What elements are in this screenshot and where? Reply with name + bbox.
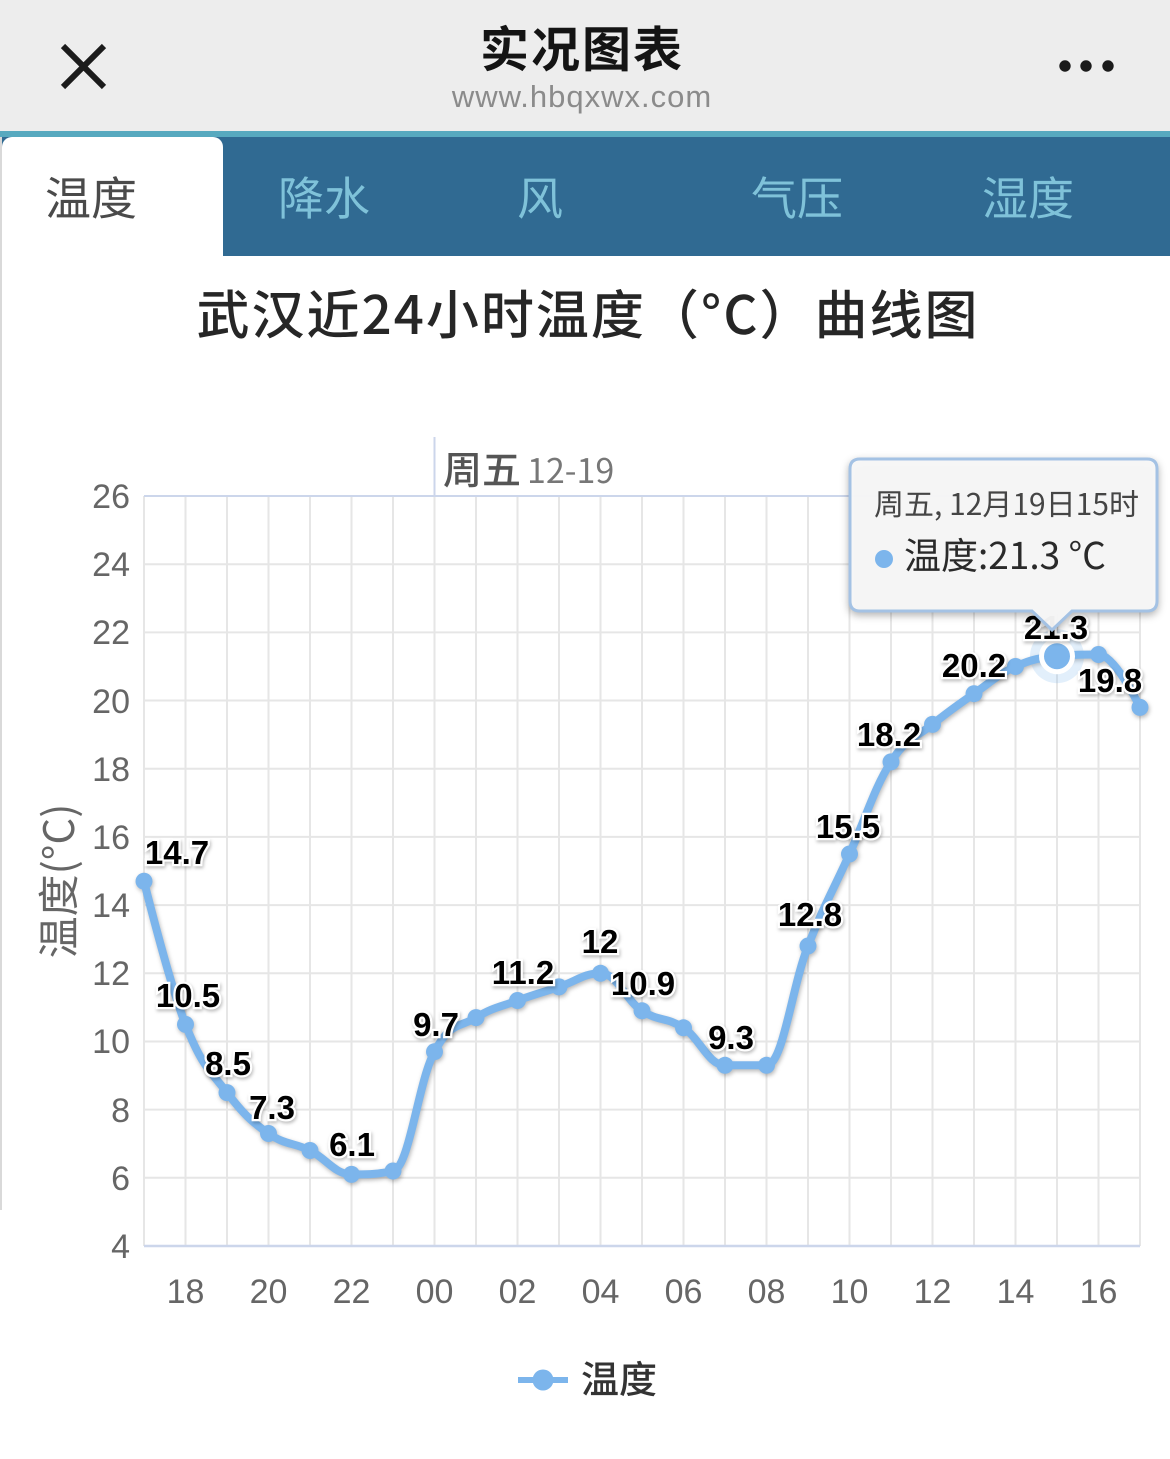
svg-text:20.2: 20.2 (942, 647, 1006, 684)
svg-text:22: 22 (92, 614, 130, 652)
svg-text:18.2: 18.2 (857, 716, 921, 753)
svg-text:10.9: 10.9 (611, 965, 675, 1002)
svg-text:12: 12 (92, 955, 130, 993)
svg-text:16: 16 (92, 819, 130, 857)
svg-text:14: 14 (92, 887, 130, 925)
svg-text:22: 22 (333, 1273, 371, 1311)
svg-text:19.8: 19.8 (1078, 662, 1142, 699)
svg-text:16: 16 (1080, 1273, 1118, 1311)
svg-text:6.1: 6.1 (329, 1126, 375, 1163)
svg-text:9.3: 9.3 (708, 1019, 754, 1056)
svg-text:00: 00 (416, 1273, 454, 1311)
svg-text:26: 26 (92, 478, 130, 516)
svg-text:12.8: 12.8 (778, 896, 842, 933)
svg-text:04: 04 (582, 1273, 620, 1311)
svg-text:02: 02 (499, 1273, 537, 1311)
svg-text:10: 10 (831, 1273, 869, 1311)
svg-text:4: 4 (111, 1228, 130, 1266)
svg-text:14: 14 (997, 1273, 1035, 1311)
svg-text:20: 20 (250, 1273, 288, 1311)
svg-text:6: 6 (111, 1160, 130, 1198)
svg-text:8.5: 8.5 (205, 1045, 251, 1082)
svg-text:8: 8 (111, 1092, 130, 1130)
svg-text:9.7: 9.7 (413, 1006, 459, 1043)
svg-text:08: 08 (748, 1273, 786, 1311)
svg-text:7.3: 7.3 (249, 1089, 295, 1126)
svg-text:06: 06 (665, 1273, 703, 1311)
svg-text:15.5: 15.5 (816, 808, 880, 845)
svg-text:18: 18 (167, 1273, 205, 1311)
svg-text:12: 12 (914, 1273, 952, 1311)
svg-text:24: 24 (92, 546, 130, 584)
svg-text:20: 20 (92, 683, 130, 721)
svg-text:10.5: 10.5 (156, 977, 220, 1014)
svg-text:11.2: 11.2 (492, 954, 554, 991)
svg-text:10: 10 (92, 1023, 130, 1061)
svg-text:14.7: 14.7 (145, 834, 209, 871)
svg-text:18: 18 (92, 751, 130, 789)
svg-text:12: 12 (582, 923, 619, 960)
